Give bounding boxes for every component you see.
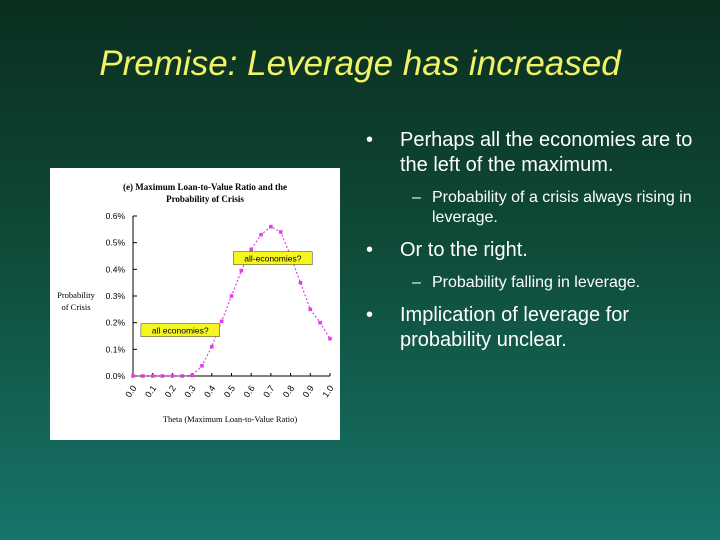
data-point bbox=[308, 307, 313, 312]
data-point bbox=[141, 374, 145, 378]
x-tick-label: 0.8 bbox=[281, 383, 296, 399]
chart-panel: (e) Maximum Loan-to-Value Ratio and the P… bbox=[50, 168, 340, 440]
data-point bbox=[259, 232, 263, 237]
bullet-marker: • bbox=[366, 239, 374, 261]
y-tick-label: 0.0% bbox=[106, 371, 126, 381]
x-tick-label: 0.4 bbox=[202, 383, 217, 399]
sub-bullet-item: – Probability of a crisis always rising … bbox=[366, 188, 696, 228]
y-tick-label: 0.6% bbox=[106, 211, 126, 221]
sub-bullet-item: – Probability falling in leverage. bbox=[366, 273, 696, 293]
dash-marker: – bbox=[412, 274, 421, 291]
y-axis-label-line: Probability bbox=[57, 290, 96, 300]
chart-title-line: Probability of Crisis bbox=[166, 194, 244, 204]
data-point bbox=[131, 374, 135, 378]
bullet-text: Or to the right. bbox=[400, 239, 528, 261]
data-point bbox=[150, 374, 155, 378]
annotation-label: all-economies? bbox=[244, 254, 301, 264]
dash-marker: – bbox=[412, 189, 421, 206]
series-line bbox=[133, 225, 331, 377]
bullet-list: • Perhaps all the economies are to the l… bbox=[366, 128, 696, 363]
x-tick-label: 0.2 bbox=[163, 383, 178, 399]
x-tick-label: 0.3 bbox=[182, 383, 197, 399]
data-point bbox=[170, 374, 175, 378]
bullet-marker: • bbox=[366, 304, 374, 326]
x-tick-label: 0.0 bbox=[123, 383, 138, 399]
data-point bbox=[219, 319, 224, 324]
bullet-item: • Implication of leverage for probabilit… bbox=[366, 303, 696, 353]
data-point bbox=[210, 344, 214, 349]
y-axis-label-line: of Crisis bbox=[61, 302, 90, 312]
y-tick-label: 0.4% bbox=[106, 264, 126, 274]
y-tick-label: 0.5% bbox=[106, 238, 126, 248]
data-point bbox=[190, 373, 194, 378]
annotation-box bbox=[140, 323, 220, 337]
bullet-text: Implication of leverage for probability … bbox=[400, 304, 630, 351]
y-tick-label: 0.1% bbox=[106, 344, 126, 354]
y-tick-label: 0.2% bbox=[106, 318, 126, 328]
bullet-item: • Perhaps all the economies are to the l… bbox=[366, 128, 696, 178]
x-axis-label: Theta (Maximum Loan-to-Value Ratio) bbox=[163, 414, 297, 424]
data-point bbox=[180, 374, 185, 378]
data-point bbox=[249, 247, 253, 252]
x-tick-label: 0.1 bbox=[143, 383, 158, 399]
x-tick-label: 0.9 bbox=[301, 383, 316, 399]
data-point bbox=[269, 224, 273, 229]
sub-bullet-text: Probability falling in leverage. bbox=[432, 274, 641, 291]
data-point bbox=[200, 364, 204, 368]
annotation-label: all economies? bbox=[152, 326, 209, 336]
data-point bbox=[229, 294, 234, 298]
bullet-item: • Or to the right. bbox=[366, 238, 696, 263]
data-point bbox=[160, 374, 165, 378]
sub-bullet-text: Probability of a crisis always rising in… bbox=[432, 189, 692, 226]
data-point bbox=[318, 320, 322, 325]
chart-title-line: (e) Maximum Loan-to-Value Ratio and the bbox=[123, 182, 287, 192]
slide-title: Premise: Leverage has increased bbox=[99, 44, 621, 83]
data-point bbox=[328, 336, 332, 341]
x-tick-label: 0.7 bbox=[261, 383, 276, 399]
bullet-text: Perhaps all the economies are to the lef… bbox=[400, 129, 693, 176]
y-tick-label: 0.3% bbox=[106, 291, 126, 301]
x-tick-label: 1.0 bbox=[320, 383, 335, 399]
crisis-probability-chart: (e) Maximum Loan-to-Value Ratio and the P… bbox=[57, 182, 336, 424]
data-point bbox=[298, 280, 303, 285]
annotation-box bbox=[233, 251, 313, 265]
x-tick-label: 0.6 bbox=[241, 383, 256, 399]
bullet-marker: • bbox=[366, 129, 374, 151]
data-point bbox=[239, 268, 244, 273]
x-tick-label: 0.5 bbox=[222, 383, 237, 399]
data-point bbox=[278, 230, 283, 234]
